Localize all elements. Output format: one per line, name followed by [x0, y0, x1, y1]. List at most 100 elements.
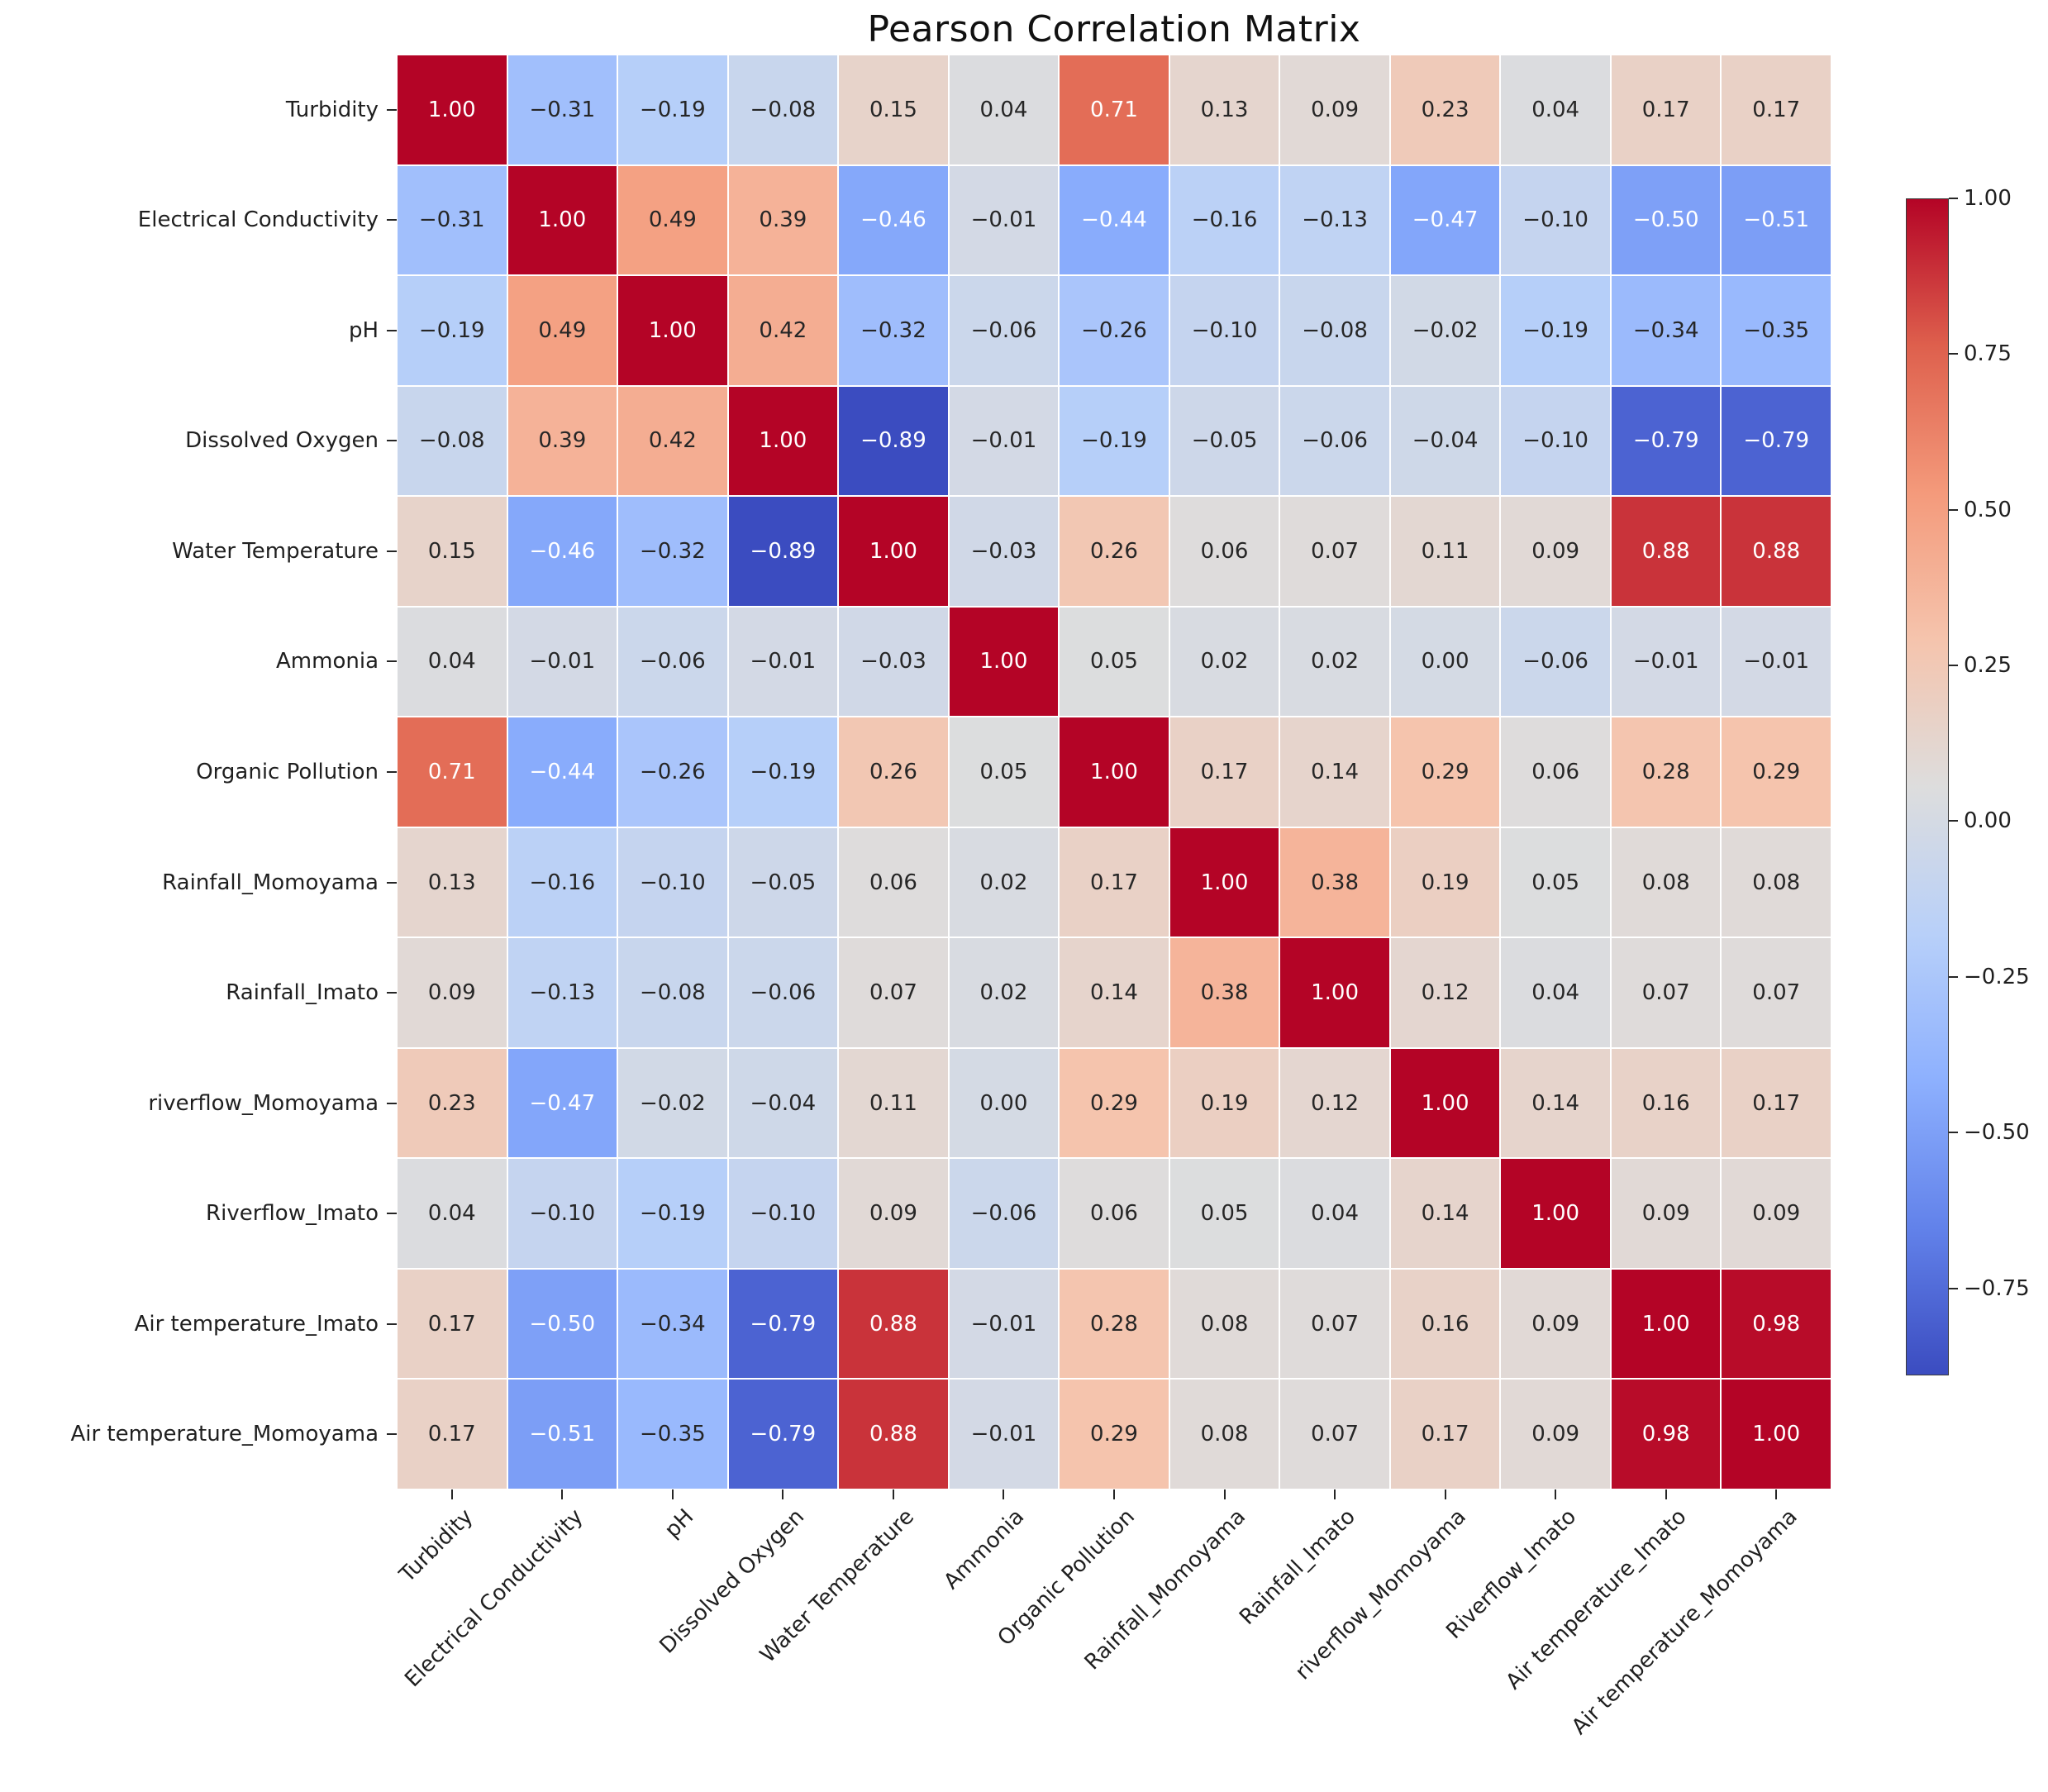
- heatmap-cell: 0.42: [617, 385, 728, 497]
- heatmap-cell: 0.42: [727, 275, 839, 386]
- heatmap-cell: −0.79: [1721, 385, 1831, 497]
- colorbar-tick-label: 0.50: [1964, 497, 2012, 522]
- heatmap-cell: 0.17: [1059, 827, 1169, 938]
- heatmap-cell: 0.14: [1389, 1158, 1501, 1269]
- heatmap-cell: −0.06: [948, 275, 1060, 386]
- x-tick-mark: [450, 1489, 453, 1499]
- heatmap-cell: 0.02: [1279, 606, 1390, 717]
- heatmap-cell: 0.09: [1279, 55, 1390, 165]
- heatmap-cell: 0.38: [1279, 827, 1390, 938]
- y-tick-label: Rainfall_Momoyama: [162, 870, 379, 895]
- heatmap-cell: 0.11: [838, 1047, 949, 1159]
- heatmap-cell: 0.16: [1389, 1268, 1501, 1380]
- heatmap-cell: −0.47: [1389, 164, 1501, 276]
- colorbar-tick-mark: [1949, 198, 1958, 199]
- heatmap-cell: 1.00: [1500, 1158, 1611, 1269]
- x-tick-mark: [892, 1489, 894, 1499]
- heatmap-cell: −0.05: [1169, 385, 1280, 497]
- heatmap-cell: −0.13: [507, 937, 618, 1048]
- x-tick-label: Organic Pollution: [993, 1504, 1141, 1651]
- heatmap-cell: 1.00: [948, 606, 1060, 717]
- heatmap-cell: −0.03: [948, 496, 1060, 607]
- x-tick-mark: [1555, 1489, 1557, 1499]
- heatmap-cell: 0.09: [1500, 1268, 1611, 1380]
- heatmap-cell: 0.49: [507, 275, 618, 386]
- heatmap-cell: 0.15: [397, 496, 507, 607]
- heatmap-cell: 0.02: [948, 937, 1060, 1048]
- heatmap-cell: −0.79: [727, 1268, 839, 1380]
- heatmap-cell: −0.04: [727, 1047, 839, 1159]
- x-tick-mark: [782, 1489, 784, 1499]
- heatmap-cell: 0.28: [1610, 717, 1722, 827]
- y-tick-label: Air temperature_Momoyama: [70, 1422, 379, 1447]
- x-tick-label: Turbidity: [394, 1504, 478, 1588]
- heatmap-cell: 0.17: [1721, 55, 1831, 165]
- x-tick-label: Water Temperature: [755, 1504, 920, 1668]
- heatmap-cell: 0.04: [397, 1158, 507, 1269]
- heatmap-cell: −0.01: [948, 1379, 1060, 1489]
- heatmap-cell: 1.00: [727, 385, 839, 497]
- colorbar-tick-mark: [1949, 665, 1958, 667]
- heatmap-cell: −0.31: [397, 164, 507, 276]
- heatmap-cell: 0.04: [397, 606, 507, 717]
- heatmap-cell: 0.06: [1059, 1158, 1169, 1269]
- y-tick-label: Electrical Conductivity: [137, 207, 379, 233]
- heatmap-cell: −0.50: [1610, 164, 1722, 276]
- heatmap-cell: 0.26: [1059, 496, 1169, 607]
- colorbar-tick-label: 1.00: [1964, 186, 2012, 211]
- heatmap-cell: −0.32: [838, 275, 949, 386]
- y-tick-mark: [387, 1213, 397, 1215]
- colorbar-gradient: [1906, 198, 1949, 1375]
- y-tick-mark: [387, 550, 397, 552]
- colorbar: [1906, 198, 1949, 1375]
- heatmap-cell: −0.03: [838, 606, 949, 717]
- heatmap-cell: 0.14: [1059, 937, 1169, 1048]
- heatmap-cell: 0.05: [1059, 606, 1169, 717]
- heatmap-cell: 0.15: [838, 55, 949, 165]
- heatmap-cell: 0.05: [1169, 1158, 1280, 1269]
- heatmap-cell: −0.47: [507, 1047, 618, 1159]
- heatmap-cell: 1.00: [1721, 1379, 1831, 1489]
- heatmap-cell: 0.16: [1610, 1047, 1722, 1159]
- heatmap-cell: −0.02: [617, 1047, 728, 1159]
- heatmap-cell: −0.34: [1610, 275, 1722, 386]
- y-tick-label: Riverflow_Imato: [206, 1201, 379, 1227]
- y-tick-mark: [387, 660, 397, 663]
- x-tick-label: Riverflow_Imato: [1441, 1504, 1582, 1644]
- x-tick-mark: [1444, 1489, 1446, 1499]
- heatmap-cell: 0.09: [1721, 1158, 1831, 1269]
- heatmap-cell: −0.34: [617, 1268, 728, 1380]
- heatmap-cell: −0.89: [727, 496, 839, 607]
- x-tick-label: riverflow_Momoyama: [1290, 1504, 1471, 1685]
- heatmap-cell: −0.06: [727, 937, 839, 1048]
- heatmap-cell: −0.01: [1721, 606, 1831, 717]
- heatmap-cell: 0.02: [1169, 606, 1280, 717]
- y-axis-labels: Turbidity Electrical Conductivity pH Dissol…: [0, 55, 379, 1489]
- heatmap-cell: −0.10: [1169, 275, 1280, 386]
- heatmap-cell: 0.07: [1610, 937, 1722, 1048]
- colorbar-tick-label: −0.75: [1964, 1275, 2030, 1301]
- heatmap-cell: 0.11: [1389, 496, 1501, 607]
- heatmap-cell: −0.01: [727, 606, 839, 717]
- heatmap-cell: −0.31: [507, 55, 618, 165]
- heatmap-cell: 0.88: [1721, 496, 1831, 607]
- heatmap-cell: 0.88: [838, 1379, 949, 1489]
- heatmap-cell: 0.13: [397, 827, 507, 938]
- y-tick-mark: [387, 1102, 397, 1104]
- heatmap-cell: −0.13: [1279, 164, 1390, 276]
- heatmap-cell: 0.26: [838, 717, 949, 827]
- heatmap-cell: 0.14: [1279, 717, 1390, 827]
- heatmap-cell: 0.23: [397, 1047, 507, 1159]
- heatmap-cell: −0.06: [948, 1158, 1060, 1269]
- heatmap-cell: −0.32: [617, 496, 728, 607]
- heatmap-cell: −0.04: [1389, 385, 1501, 497]
- heatmap-cell: 0.12: [1389, 937, 1501, 1048]
- heatmap-cell: 1.00: [838, 496, 949, 607]
- heatmap-cell: 0.29: [1059, 1379, 1169, 1489]
- heatmap-cell: 0.19: [1389, 827, 1501, 938]
- heatmap-cell: 0.12: [1279, 1047, 1390, 1159]
- heatmap-cell: 0.19: [1169, 1047, 1280, 1159]
- heatmap-cell: −0.35: [1721, 275, 1831, 386]
- heatmap-cell: −0.06: [617, 606, 728, 717]
- heatmap-cell: 0.07: [1279, 496, 1390, 607]
